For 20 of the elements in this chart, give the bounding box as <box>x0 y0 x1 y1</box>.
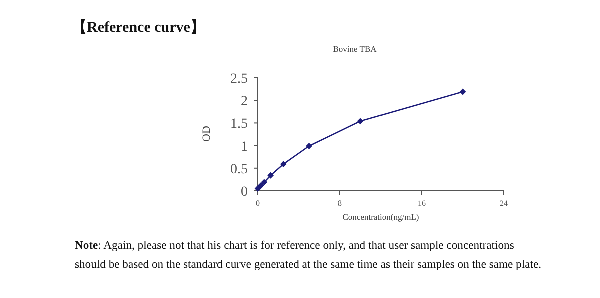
y-tick-label: 2.5 <box>230 72 248 87</box>
y-tick-label: 1 <box>241 140 248 155</box>
y-tick-label: 0.5 <box>230 162 248 178</box>
point <box>306 143 312 150</box>
y-tick-label: 1.5 <box>230 117 248 132</box>
x-axis-title: Concentration(ng/mL) <box>342 212 420 222</box>
point <box>268 172 274 179</box>
point <box>460 88 466 96</box>
y-axis-title: OD <box>201 126 213 142</box>
text: Note: Again, please not that his chart is for reference only, and that user sample concentrations should be based on the standard curve generated at the same time as their samples on the same plate. <box>75 239 542 271</box>
point <box>357 118 364 125</box>
x-tick-label: 24 <box>500 199 508 208</box>
x-tick-label: 0 <box>256 199 260 208</box>
y-tick-label: 2 <box>241 94 248 110</box>
x-tick-label: 8 <box>338 199 342 208</box>
chart-title: 【Reference curve】 <box>72 20 206 36</box>
point <box>280 161 287 168</box>
point <box>261 179 268 186</box>
chart-subtitle: Bovine TBA <box>333 44 378 54</box>
x-tick-label: 16 <box>418 199 426 208</box>
